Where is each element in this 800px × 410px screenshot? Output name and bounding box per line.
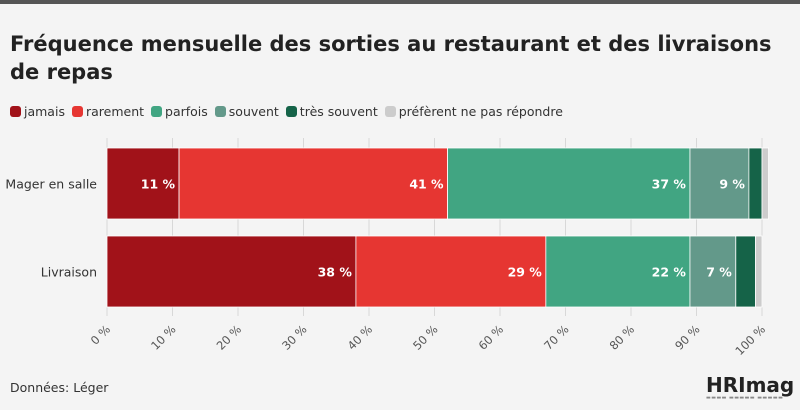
logo-tagline-graphic: ▬▬▬▬ ▬▬▬▬▬ ▬▬▬▬▬: [706, 395, 784, 401]
data-label: 37 %: [652, 177, 687, 192]
chart-title: Fréquence mensuelle des sorties au resta…: [10, 32, 772, 84]
logo-wordmark: HRImag: [706, 373, 795, 397]
bar-segment: [447, 147, 691, 220]
x-tick-label: 0 %: [88, 322, 113, 347]
data-label: 9 %: [719, 177, 745, 192]
bar-segment: [178, 147, 448, 220]
legend-item-3: souvent: [214, 103, 279, 119]
bar-segment: [545, 235, 691, 308]
category-label: Mager en salle: [5, 177, 97, 192]
x-tick-label: 30 %: [279, 322, 310, 353]
data-label: 7 %: [706, 265, 732, 280]
legend-label: très souvent: [299, 103, 378, 119]
x-tick-label: 100 %: [732, 322, 768, 358]
bar-segment: [689, 147, 750, 220]
legend-swatch: [384, 105, 396, 117]
x-tick-label: 70 %: [541, 322, 572, 353]
legend-swatch: [10, 105, 21, 117]
top-border: [0, 0, 800, 4]
data-label: 22 %: [652, 265, 687, 280]
x-tick-label: 40 %: [345, 322, 376, 353]
legend-label: souvent: [228, 103, 279, 119]
bar-segment: [106, 147, 180, 220]
x-tick-label: 90 %: [672, 322, 703, 353]
bar-segment: [735, 235, 756, 308]
bar-segment: [748, 147, 763, 220]
legend-swatch: [71, 105, 83, 117]
x-tick-label: 60 %: [476, 322, 507, 353]
x-tick-label: 10 %: [148, 322, 179, 353]
legend-label: préfèrent ne pas répondre: [398, 103, 563, 119]
x-tick-label: 50 %: [410, 322, 441, 353]
data-label: 29 %: [508, 265, 543, 280]
legend-item-2: parfois: [151, 104, 208, 119]
stacked-bar-chart: Mager en salle 11 % 41 % 37 % 9 % Livraison 38…: [5, 138, 769, 358]
bar-segment: [106, 235, 357, 308]
category-label: Livraison: [41, 265, 97, 280]
data-label: 38 %: [318, 265, 353, 280]
chart-legend: jamais rarement parfois souvent très souvent…: [10, 102, 570, 120]
legend-item-5: préfèrent ne pas répondre: [384, 103, 563, 119]
data-label: 11 %: [141, 177, 176, 192]
source-note: Données: Léger: [10, 380, 109, 395]
legend-label: jamais: [24, 103, 65, 119]
data-label: 41 %: [409, 177, 444, 192]
legend-label: rarement: [85, 103, 145, 119]
legend-swatch: [214, 105, 226, 117]
bar-segment: [689, 235, 737, 308]
bar-segment: [761, 147, 769, 220]
legend-item-1: rarement: [71, 103, 145, 119]
x-tick-label: 80 %: [607, 322, 638, 353]
legend-item-4: très souvent: [285, 103, 378, 119]
legend-label: parfois: [165, 103, 208, 119]
bar-segment: [355, 235, 547, 308]
hrimag-logo: HRImag ▬▬▬▬ ▬▬▬▬▬ ▬▬▬▬▬: [706, 373, 796, 401]
bar-segment: [755, 235, 763, 308]
legend-swatch: [285, 105, 297, 117]
legend-swatch: [151, 105, 163, 117]
legend-item-0: jamais: [10, 104, 65, 119]
x-tick-label: 20 %: [214, 322, 245, 353]
